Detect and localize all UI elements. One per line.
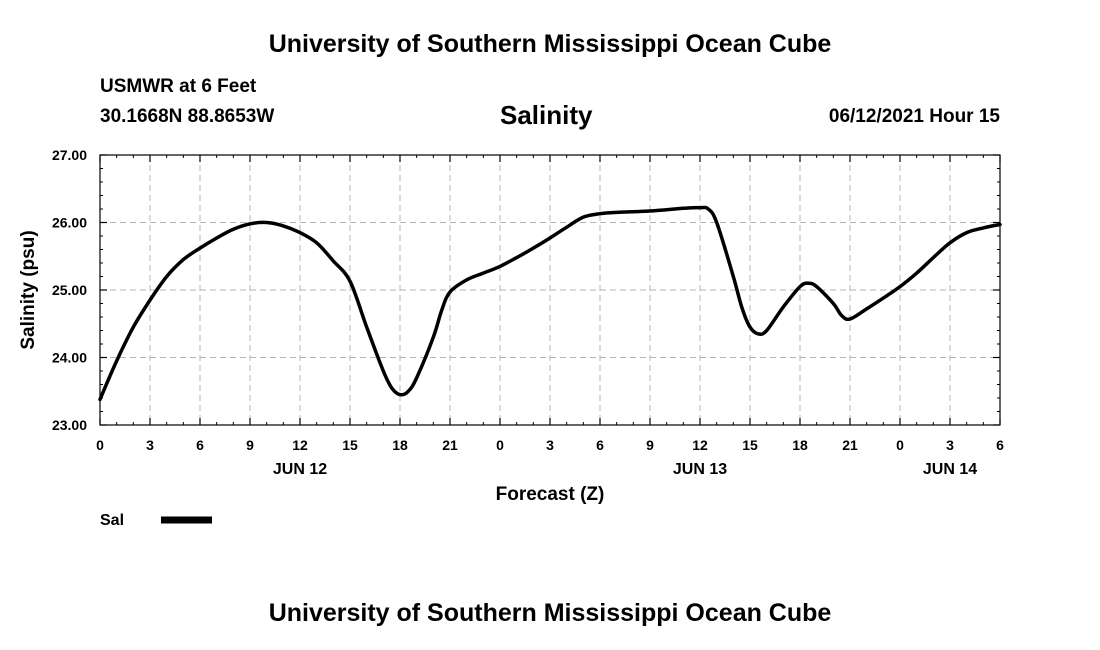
x-tick-label: 6: [596, 437, 604, 453]
x-axis-title: Forecast (Z): [496, 484, 605, 505]
x-tick-label: 18: [792, 437, 808, 453]
y-tick-labels: 23.00 24.00 25.00 26.00 27.00: [52, 147, 87, 433]
y-tick-label: 26.00: [52, 215, 87, 231]
station-coordinates: 30.1668N 88.8653W: [100, 106, 275, 127]
x-tick-label: 18: [392, 437, 408, 453]
x-tick-label: 6: [996, 437, 1004, 453]
x-tick-label: 3: [546, 437, 554, 453]
x-tick-labels: 0 3 6 9 12 15 18 21 0 3 6 9 12 15 18 21 0 3 6: [96, 437, 1004, 453]
x-tick-label: 6: [196, 437, 204, 453]
grid-lines: [100, 155, 1000, 425]
x-tick-label: 21: [842, 437, 858, 453]
x-tick-label: 9: [246, 437, 254, 453]
legend-label: Sal: [100, 512, 124, 529]
x-tick-label: 0: [896, 437, 904, 453]
x-tick-label: 15: [742, 437, 758, 453]
salinity-series-line: [98, 205, 1002, 402]
y-tick-label: 24.00: [52, 350, 87, 366]
x-tick-label: 0: [496, 437, 504, 453]
y-tick-label: 25.00: [52, 282, 87, 298]
x-tick-label: 15: [342, 437, 358, 453]
chart-title: Salinity: [500, 100, 593, 130]
day-label: JUN 12: [273, 461, 327, 478]
x-tick-label: 3: [146, 437, 154, 453]
legend: Sal: [100, 512, 212, 529]
day-labels: JUN 12 JUN 13 JUN 14: [273, 461, 977, 478]
x-tick-label: 12: [292, 437, 308, 453]
x-tick-label: 3: [946, 437, 954, 453]
y-tick-label: 27.00: [52, 147, 87, 163]
page-title: University of Southern Mississippi Ocean…: [268, 30, 832, 58]
day-label: JUN 13: [673, 461, 727, 478]
y-axis-title: Salinity (psu): [18, 230, 39, 349]
y-tick-label: 23.00: [52, 417, 87, 433]
x-tick-label: 9: [646, 437, 654, 453]
forecast-datetime: 06/12/2021 Hour 15: [828, 106, 1000, 127]
x-tick-label: 12: [692, 437, 708, 453]
plot-frame: [99, 154, 1001, 426]
station-label: USMWR at 6 Feet: [100, 76, 257, 97]
x-tick-label: 0: [96, 437, 104, 453]
day-label: JUN 14: [923, 461, 977, 478]
x-tick-label: 21: [442, 437, 458, 453]
footer-title: University of Southern Mississippi Ocean…: [268, 599, 832, 627]
